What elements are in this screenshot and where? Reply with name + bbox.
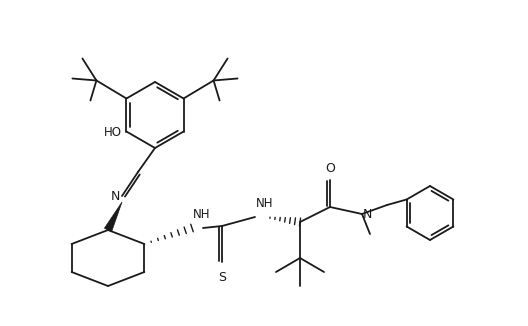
Text: O: O <box>325 162 335 175</box>
Polygon shape <box>105 202 122 232</box>
Text: N: N <box>363 209 372 221</box>
Text: NH: NH <box>256 197 274 210</box>
Text: S: S <box>218 271 226 284</box>
Text: N: N <box>111 189 120 202</box>
Text: HO: HO <box>103 126 121 139</box>
Text: NH: NH <box>193 208 211 221</box>
